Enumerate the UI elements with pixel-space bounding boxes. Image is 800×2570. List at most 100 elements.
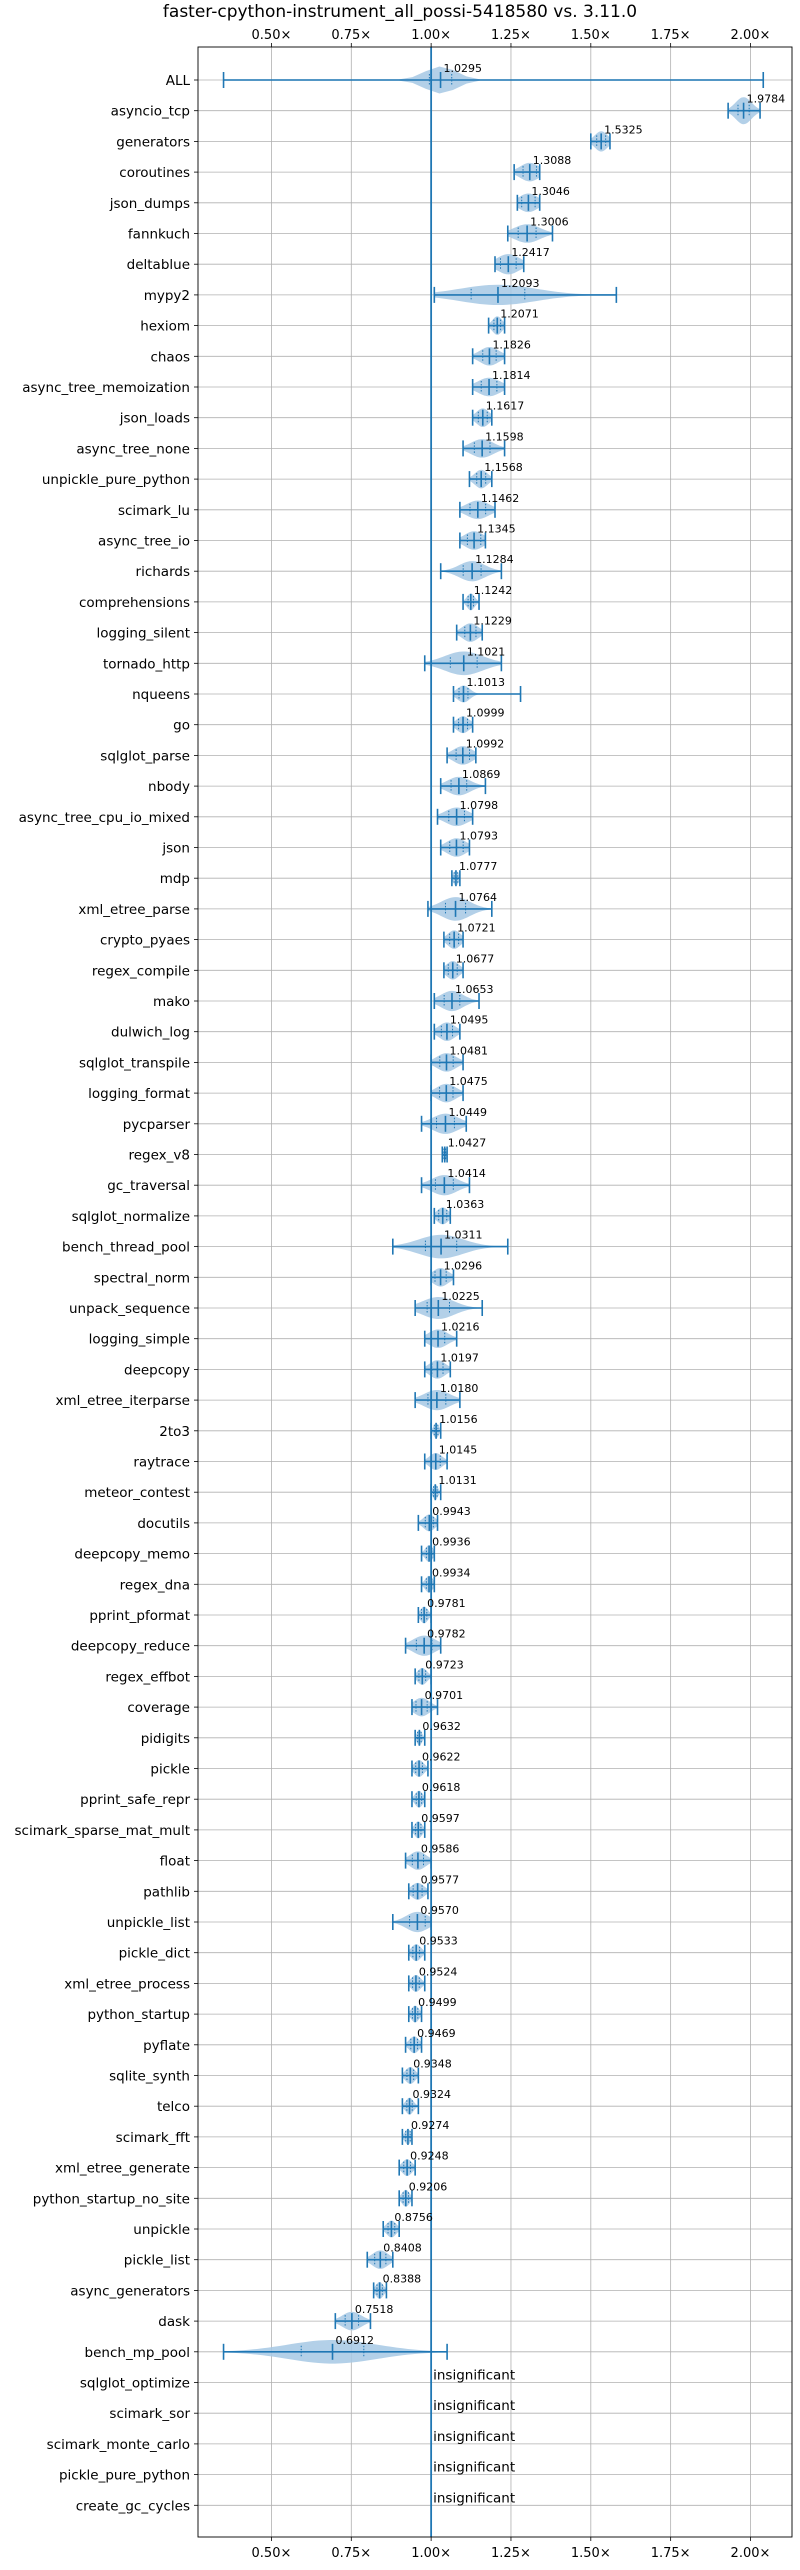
- y-tick-label: nqueens: [132, 687, 190, 703]
- y-tick-label: async_tree_io: [98, 534, 190, 550]
- y-tick-label: bench_thread_pool: [62, 1240, 190, 1256]
- value-label: 0.6912: [336, 2334, 375, 2347]
- y-tick-label: hexiom: [140, 319, 190, 335]
- x-tick-label-bottom: 1.00×: [411, 2546, 451, 2561]
- y-tick-label: logging_simple: [89, 1332, 190, 1348]
- value-label: 1.1462: [481, 492, 520, 505]
- y-tick-label: docutils: [137, 1516, 190, 1532]
- value-label: 0.9348: [413, 2058, 452, 2071]
- x-tick-label-bottom: 0.50×: [252, 2546, 292, 2561]
- y-tick-label: regex_v8: [128, 1148, 190, 1164]
- value-label: 0.8408: [383, 2242, 422, 2255]
- axis-layer: 0.50× 0.50× 0.75× 0.75× 1.00× 1.00× 1.25× 1.25×…: [15, 28, 793, 2561]
- y-tick-label: pyflate: [143, 2038, 190, 2054]
- insignificant-label: insignificant: [433, 2490, 515, 2506]
- y-tick-label: json: [161, 841, 190, 857]
- y-tick-label: json_dumps: [109, 196, 190, 212]
- value-label: 0.8388: [383, 2272, 422, 2285]
- value-label: 1.0197: [440, 1351, 479, 1364]
- y-tick-label: bench_mp_pool: [85, 2345, 190, 2361]
- y-tick-label: async_tree_cpu_io_mixed: [19, 810, 190, 826]
- value-label: 1.0131: [438, 1474, 477, 1487]
- value-label: 1.2093: [501, 277, 539, 290]
- value-label: 1.1568: [484, 461, 523, 474]
- value-label: 0.9936: [432, 1536, 471, 1549]
- marks-layer: [222, 72, 765, 2360]
- value-label: 1.0495: [450, 1014, 489, 1027]
- y-tick-label: regex_compile: [92, 963, 190, 979]
- value-label: 1.0295: [444, 62, 483, 75]
- value-label: 1.0225: [441, 1290, 480, 1303]
- value-label: 1.0653: [455, 983, 494, 996]
- value-label: 1.1598: [485, 430, 524, 443]
- value-label: 0.9622: [422, 1751, 461, 1764]
- value-label: 1.0481: [449, 1044, 488, 1057]
- value-label: 1.1826: [492, 338, 531, 351]
- value-label: 1.0296: [444, 1259, 483, 1272]
- y-tick-label: scimark_fft: [116, 2130, 190, 2146]
- x-tick-label-bottom: 1.75×: [651, 2546, 691, 2561]
- value-label: 1.0999: [466, 707, 505, 720]
- value-label: 0.9782: [427, 1628, 466, 1641]
- y-tick-label: pprint_pformat: [89, 1608, 190, 1624]
- value-label: 1.5325: [604, 123, 643, 136]
- insignificant-label: insignificant: [433, 2460, 515, 2476]
- value-label: 0.9701: [425, 1689, 464, 1702]
- x-tick-label-top: 0.75×: [331, 28, 371, 43]
- y-tick-label: deepcopy: [124, 1362, 190, 1378]
- value-label: 1.0677: [456, 952, 495, 965]
- y-tick-label: raytrace: [133, 1455, 190, 1471]
- label-layer: 1.0295 1.9784 1.5325 1.3088 1.3046 1.3006 1.24…: [336, 62, 786, 2506]
- y-tick-label: unpack_sequence: [69, 1301, 190, 1317]
- chart-title: faster-cpython-instrument_all_possi-5418…: [162, 2, 638, 22]
- y-tick-label: sqlglot_optimize: [80, 2376, 190, 2392]
- y-tick-label: crypto_pyaes: [100, 933, 190, 949]
- value-label: 1.1284: [475, 553, 513, 566]
- y-tick-label: pathlib: [143, 1884, 190, 1900]
- x-tick-label-top: 1.75×: [651, 28, 691, 43]
- x-tick-label-top: 1.25×: [491, 28, 531, 43]
- y-tick-label: float: [160, 1854, 190, 1870]
- value-label: 1.0180: [440, 1382, 479, 1395]
- y-tick-label: sqlite_synth: [109, 2069, 190, 2085]
- value-label: 0.9570: [420, 1904, 459, 1917]
- y-tick-label: asyncio_tcp: [111, 104, 190, 120]
- value-label: 1.3046: [531, 185, 570, 198]
- value-label: 1.0764: [459, 891, 498, 904]
- y-tick-label: sqlglot_transpile: [79, 1055, 190, 1071]
- y-tick-label: xml_etree_iterparse: [56, 1393, 191, 1409]
- plot-frame: [197, 46, 793, 2538]
- value-label: 1.1229: [473, 615, 512, 628]
- y-tick-label: mdp: [160, 871, 190, 887]
- value-label: 1.0798: [460, 799, 499, 812]
- insignificant-label: insignificant: [433, 2398, 515, 2414]
- y-tick-label: sqlglot_parse: [100, 748, 190, 764]
- y-tick-label: async_tree_none: [76, 441, 190, 457]
- y-tick-label: regex_effbot: [105, 1669, 190, 1685]
- y-tick-label: pickle_dict: [119, 1946, 190, 1962]
- value-label: 0.9934: [432, 1566, 471, 1579]
- y-tick-label: xml_etree_parse: [78, 902, 190, 918]
- y-tick-label: create_gc_cycles: [76, 2498, 190, 2514]
- y-tick-label: logging_silent: [97, 626, 190, 642]
- value-label: 1.0363: [446, 1198, 485, 1211]
- y-tick-label: mako: [153, 994, 190, 1010]
- y-tick-label: scimark_sor: [109, 2406, 190, 2422]
- y-tick-label: pickle: [150, 1762, 190, 1778]
- y-tick-label: sqlglot_normalize: [72, 1209, 190, 1225]
- value-label: 1.0216: [441, 1321, 480, 1334]
- y-tick-label: chaos: [150, 349, 190, 365]
- value-label: 0.9586: [421, 1843, 460, 1856]
- value-label: 1.0992: [466, 737, 505, 750]
- value-label: 1.1021: [467, 645, 506, 658]
- value-label: 0.9324: [413, 2088, 452, 2101]
- y-tick-label: xml_etree_process: [64, 1976, 190, 1992]
- y-tick-label: xml_etree_generate: [55, 2161, 190, 2177]
- y-tick-label: 2to3: [159, 1424, 190, 1440]
- value-label: 1.0475: [449, 1075, 488, 1088]
- y-tick-label: scimark_monte_carlo: [47, 2437, 190, 2453]
- value-label: 1.1242: [474, 584, 513, 597]
- value-label: 0.8756: [394, 2211, 433, 2224]
- x-tick-label-bottom: 1.50×: [571, 2546, 611, 2561]
- y-tick-label: go: [173, 718, 190, 734]
